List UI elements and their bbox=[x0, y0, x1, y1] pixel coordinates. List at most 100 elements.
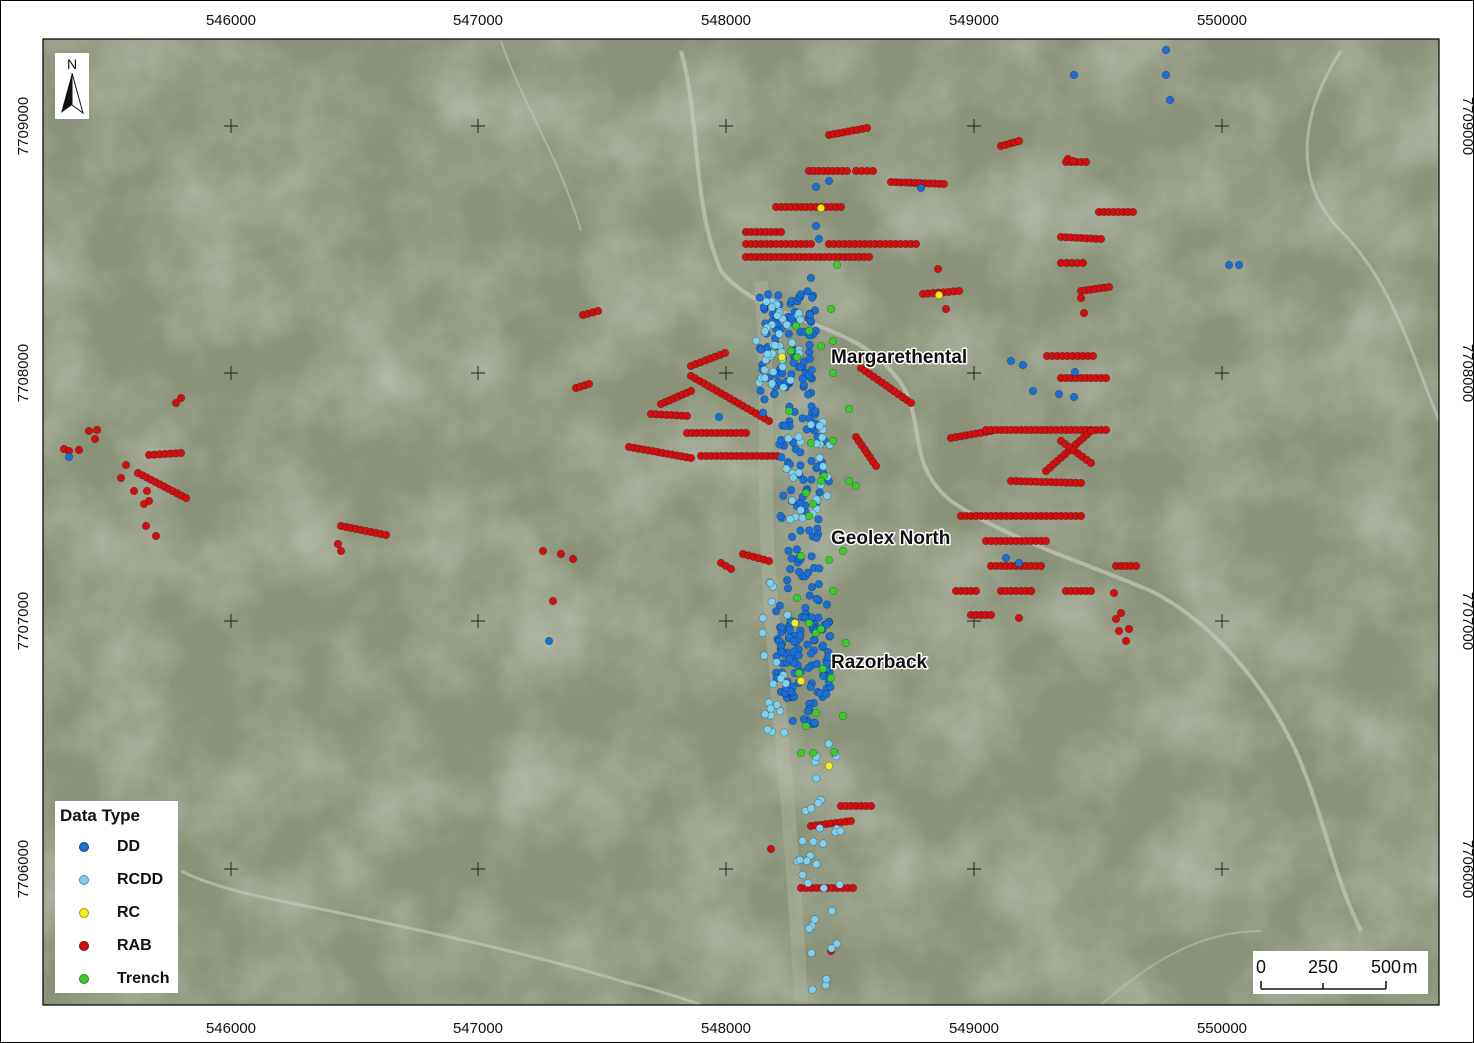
rab-point bbox=[986, 610, 996, 620]
rab-point bbox=[726, 564, 736, 574]
trench-point bbox=[792, 593, 802, 603]
rab-point bbox=[846, 816, 856, 826]
rab-point bbox=[1086, 426, 1096, 436]
dd-point bbox=[811, 221, 821, 231]
y-tick-label: 7708000 bbox=[1459, 344, 1473, 402]
rab-point bbox=[971, 586, 981, 596]
rab-point bbox=[939, 179, 949, 189]
dd-point bbox=[805, 347, 814, 357]
rab-point bbox=[764, 416, 774, 426]
dd-point bbox=[771, 607, 781, 616]
trench-point bbox=[824, 555, 834, 565]
trench-point bbox=[804, 511, 814, 521]
rab-point bbox=[333, 539, 343, 549]
rab-point bbox=[548, 596, 558, 606]
rcdd-point bbox=[760, 373, 769, 383]
legend-item-label: RC bbox=[117, 904, 141, 921]
graticule-cross bbox=[1215, 862, 1229, 876]
dd-point bbox=[814, 515, 823, 524]
rcdd-point bbox=[822, 974, 831, 984]
rcdd-point bbox=[760, 710, 770, 719]
trench-point bbox=[832, 260, 842, 270]
rab-point bbox=[121, 460, 131, 470]
dd-point bbox=[803, 390, 813, 399]
x-tick-label: 547000 bbox=[453, 12, 503, 29]
rab-symbol-icon bbox=[79, 941, 89, 951]
dd-point bbox=[777, 453, 786, 462]
dd-point bbox=[803, 287, 812, 296]
dd-point bbox=[755, 293, 764, 302]
trench-point bbox=[801, 488, 811, 498]
dd-point bbox=[796, 448, 805, 457]
dd-point bbox=[775, 601, 784, 610]
rab-point bbox=[92, 425, 102, 435]
rc-point bbox=[824, 761, 834, 771]
rcdd-point bbox=[781, 679, 791, 688]
rab-point bbox=[1076, 478, 1086, 488]
rcdd-point bbox=[786, 376, 795, 385]
rab-point bbox=[954, 286, 964, 296]
trench-point bbox=[828, 436, 838, 446]
legend: Data Type DD RCDD RC RAB Trench bbox=[55, 801, 178, 993]
x-tick-label: 550000 bbox=[1197, 1020, 1247, 1037]
rcdd-point bbox=[794, 432, 803, 441]
rcdd-point bbox=[782, 320, 791, 329]
rab-point bbox=[1109, 588, 1119, 598]
rab-point bbox=[1111, 614, 1121, 624]
scale-label: 500 bbox=[1371, 957, 1401, 977]
dd-point bbox=[1001, 553, 1011, 563]
dd-point bbox=[777, 647, 786, 656]
rcdd-point bbox=[802, 856, 811, 866]
dd-point bbox=[916, 183, 926, 193]
rab-point bbox=[1041, 536, 1051, 546]
y-axis-left: 7709000 7708000 7707000 7706000 bbox=[15, 97, 32, 898]
rcdd-point bbox=[760, 327, 769, 336]
dd-point bbox=[1161, 45, 1171, 55]
dd-point bbox=[756, 345, 765, 354]
dd-point bbox=[805, 591, 814, 600]
rab-point bbox=[1131, 561, 1141, 571]
rab-point bbox=[1114, 626, 1124, 636]
dd-point bbox=[812, 533, 821, 543]
rcdd-point bbox=[812, 774, 821, 783]
rcdd-point bbox=[806, 420, 816, 429]
dd-point bbox=[806, 649, 816, 658]
dd-point bbox=[1165, 95, 1175, 105]
trench-point bbox=[801, 721, 811, 731]
rab-point bbox=[556, 549, 566, 559]
rcdd-point bbox=[763, 350, 772, 359]
rab-point bbox=[1124, 624, 1134, 634]
rab-point bbox=[741, 428, 751, 438]
rab-point bbox=[116, 473, 126, 483]
dd-point bbox=[805, 354, 814, 364]
dd-point bbox=[822, 689, 831, 699]
rab-point bbox=[336, 546, 346, 556]
rcdd-point bbox=[772, 658, 781, 667]
rab-point bbox=[129, 486, 139, 496]
rcdd-point bbox=[803, 878, 813, 888]
rcdd-point bbox=[827, 944, 836, 953]
trench-point bbox=[844, 476, 854, 486]
rab-point bbox=[941, 304, 951, 314]
dd-point bbox=[1069, 392, 1079, 402]
dd-point bbox=[825, 631, 835, 641]
rab-point bbox=[1014, 613, 1024, 623]
rcdd-point bbox=[773, 311, 782, 320]
dd-point bbox=[807, 366, 816, 375]
rcdd-point bbox=[770, 341, 780, 350]
x-tick-label: 550000 bbox=[1197, 12, 1247, 29]
rcdd-point bbox=[776, 707, 785, 716]
dd-point bbox=[788, 716, 797, 726]
rab-point bbox=[142, 486, 152, 496]
rcdd-point bbox=[815, 422, 824, 431]
rcdd-symbol-icon bbox=[79, 875, 89, 885]
satellite-imagery bbox=[43, 39, 1439, 1005]
y-tick-label: 7707000 bbox=[15, 592, 32, 650]
dd-point bbox=[815, 564, 824, 573]
rab-point bbox=[1096, 234, 1106, 244]
north-arrow-icon bbox=[61, 73, 72, 113]
rcdd-point bbox=[798, 836, 807, 846]
y-tick-label: 7706000 bbox=[1459, 840, 1473, 898]
rab-point bbox=[141, 521, 151, 531]
rab-point bbox=[720, 348, 730, 358]
